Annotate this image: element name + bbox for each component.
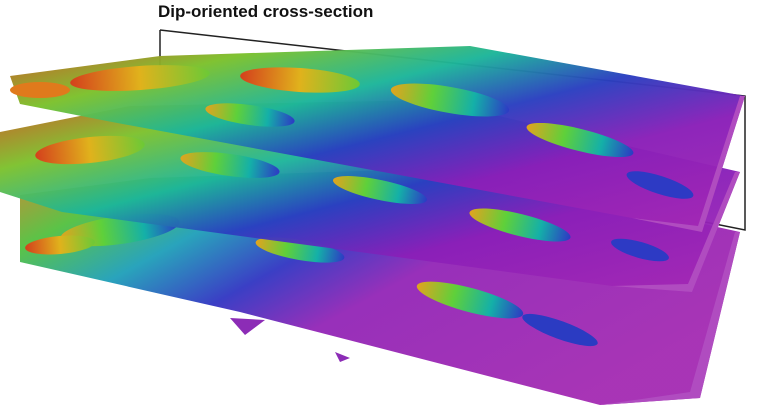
figure: Dip-oriented cross-section (0, 0, 759, 409)
annotation-label: Dip-oriented cross-section (158, 2, 373, 21)
page: {"annotation": {"label": "Dip-oriented c… (0, 0, 759, 409)
